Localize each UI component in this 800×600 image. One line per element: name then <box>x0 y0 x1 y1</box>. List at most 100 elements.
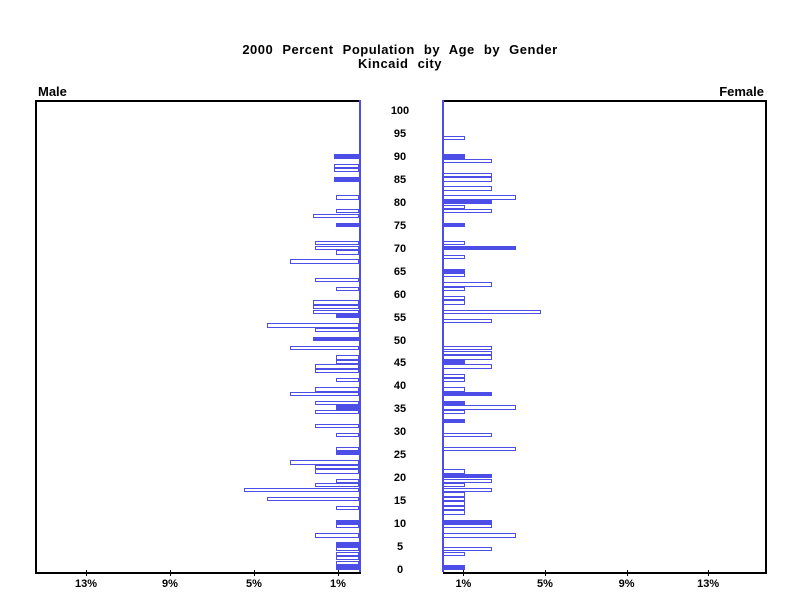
bar-male-age-52 <box>314 327 359 333</box>
bar-female-age-85 <box>443 177 492 182</box>
bar-male-age-57 <box>312 305 359 310</box>
male-pct-13-tick <box>86 570 87 576</box>
bar-male-age-2 <box>335 556 359 561</box>
bar-female-age-68 <box>443 254 466 260</box>
male-pct-5-label: 5% <box>246 578 262 590</box>
bar-male-age-43 <box>314 368 359 374</box>
age-label-85: 85 <box>393 173 407 186</box>
female-pct-9-label: 9% <box>618 578 635 590</box>
bar-female-age-4 <box>443 546 492 552</box>
bar-female-age-16 <box>443 492 466 497</box>
bar-male-age-85 <box>333 177 359 182</box>
bar-female-age-56 <box>443 309 541 314</box>
bar-female-age-75 <box>443 222 466 228</box>
bar-male-age-7 <box>314 533 359 538</box>
bar-male-age-44 <box>314 364 359 369</box>
age-label-60: 60 <box>393 288 407 301</box>
bar-female-age-34 <box>443 410 466 415</box>
bar-female-age-29 <box>443 432 492 438</box>
bar-male-age-70 <box>314 245 359 250</box>
bar-male-age-81 <box>335 195 359 200</box>
bar-male-age-19 <box>335 478 359 483</box>
bar-female-age-89 <box>443 158 492 164</box>
bar-female-age-61 <box>443 286 466 292</box>
female-side-header: Female <box>719 84 764 99</box>
male-pct-5-tick <box>254 570 255 576</box>
female-plot-area <box>443 100 767 574</box>
male-pct-13-label: 13% <box>74 578 98 590</box>
age-label-55: 55 <box>393 311 407 324</box>
age-label-50: 50 <box>393 334 407 347</box>
male-zero-axis-line <box>359 100 361 572</box>
bar-female-age-46 <box>443 355 492 360</box>
age-label-25: 25 <box>393 449 407 462</box>
female-pct-5-tick <box>545 570 546 576</box>
bar-female-age-81 <box>443 195 517 200</box>
age-label-10: 10 <box>393 518 407 531</box>
bar-male-age-25 <box>335 451 359 456</box>
bar-male-age-31 <box>314 423 359 429</box>
male-plot-area <box>35 100 361 574</box>
female-pct-9-tick <box>626 570 628 576</box>
bar-female-age-0 <box>443 565 466 570</box>
bar-male-age-87 <box>333 168 359 173</box>
bar-female-age-21 <box>443 469 466 474</box>
bar-female-age-80 <box>443 200 492 205</box>
bar-male-age-18 <box>314 483 359 488</box>
bar-male-age-63 <box>314 277 359 282</box>
bar-male-age-69 <box>335 250 359 255</box>
bar-male-age-4 <box>335 546 359 552</box>
bar-male-age-61 <box>335 286 359 292</box>
bar-male-age-55 <box>335 314 359 319</box>
age-label-0: 0 <box>396 564 404 576</box>
age-label-80: 80 <box>393 196 407 209</box>
bar-male-age-29 <box>335 432 359 438</box>
bar-male-age-23 <box>289 460 359 465</box>
bar-female-age-45 <box>443 359 466 365</box>
female-pct-5-label: 5% <box>537 578 553 590</box>
bar-female-age-71 <box>443 241 466 246</box>
bar-male-age-34 <box>314 410 359 415</box>
bar-male-age-26 <box>335 446 359 451</box>
bar-male-age-77 <box>312 213 359 219</box>
bar-male-age-48 <box>289 346 359 351</box>
bar-male-age-71 <box>314 241 359 246</box>
bar-female-age-19 <box>443 478 492 483</box>
age-label-45: 45 <box>393 357 407 370</box>
bar-male-age-21 <box>314 469 359 474</box>
bar-female-age-54 <box>443 318 492 324</box>
bar-female-age-59 <box>443 295 466 301</box>
chart-title: 2000 Percent Population by Age by Gender <box>242 42 558 57</box>
bar-male-age-1 <box>335 560 359 565</box>
age-label-15: 15 <box>393 495 407 508</box>
bar-female-age-39 <box>443 387 466 392</box>
age-label-5: 5 <box>396 541 404 554</box>
bar-female-age-12 <box>443 510 466 515</box>
bar-female-age-94 <box>443 136 466 141</box>
bar-male-age-56 <box>312 309 359 314</box>
bar-female-age-47 <box>443 350 492 355</box>
bar-male-age-5 <box>335 542 359 547</box>
age-label-35: 35 <box>393 403 407 416</box>
bar-female-age-10 <box>443 519 492 524</box>
bar-female-age-42 <box>443 373 466 378</box>
bar-male-age-9 <box>335 524 359 529</box>
bar-male-age-35 <box>335 405 359 410</box>
male-pct-1-label: 1% <box>330 578 346 590</box>
bar-male-age-39 <box>314 387 359 392</box>
bar-female-age-79 <box>443 204 466 209</box>
bar-male-age-75 <box>335 222 359 228</box>
bar-male-age-15 <box>266 496 359 502</box>
bar-female-age-41 <box>443 378 466 383</box>
male-pct-1-tick <box>338 570 339 576</box>
bar-female-age-65 <box>443 268 466 273</box>
bar-male-age-45 <box>335 359 359 365</box>
bar-female-age-3 <box>443 551 466 556</box>
bar-female-age-70 <box>443 245 517 250</box>
age-label-90: 90 <box>393 150 407 163</box>
bar-male-age-38 <box>289 391 359 397</box>
bar-female-age-14 <box>443 501 466 506</box>
bar-male-age-90 <box>333 154 359 159</box>
female-pct-1-label: 1% <box>455 578 472 590</box>
